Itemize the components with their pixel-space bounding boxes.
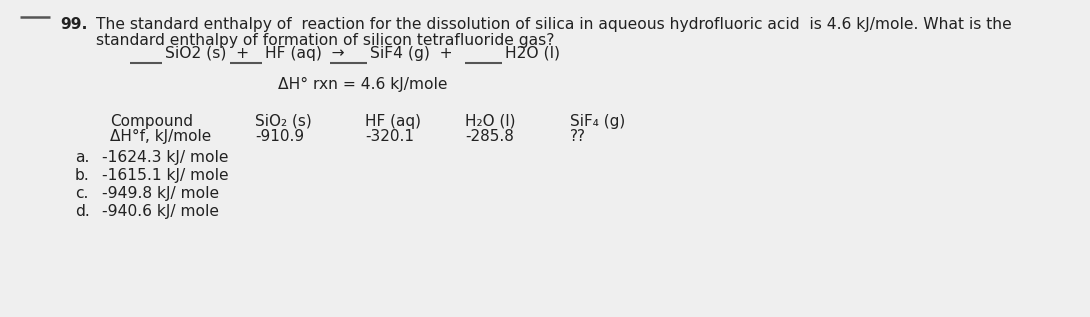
Text: b.: b. bbox=[75, 168, 89, 183]
Text: a.: a. bbox=[75, 150, 89, 165]
Text: SiO₂ (s): SiO₂ (s) bbox=[255, 114, 312, 129]
Text: ΔH° rxn = 4.6 kJ/mole: ΔH° rxn = 4.6 kJ/mole bbox=[278, 77, 448, 92]
Text: -940.6 kJ/ mole: -940.6 kJ/ mole bbox=[102, 204, 219, 219]
Text: H2O (l): H2O (l) bbox=[505, 46, 560, 61]
Text: ΔH°f, kJ/mole: ΔH°f, kJ/mole bbox=[110, 129, 211, 144]
Text: -949.8 kJ/ mole: -949.8 kJ/ mole bbox=[102, 186, 219, 201]
Text: d.: d. bbox=[75, 204, 89, 219]
Text: -320.1: -320.1 bbox=[365, 129, 414, 144]
Text: ??: ?? bbox=[570, 129, 586, 144]
Text: -1615.1 kJ/ mole: -1615.1 kJ/ mole bbox=[102, 168, 229, 183]
Text: -285.8: -285.8 bbox=[465, 129, 513, 144]
Text: Compound: Compound bbox=[110, 114, 193, 129]
Text: SiF4 (g)  +: SiF4 (g) + bbox=[370, 46, 452, 61]
Text: -1624.3 kJ/ mole: -1624.3 kJ/ mole bbox=[102, 150, 229, 165]
Text: SiO2 (s)  +: SiO2 (s) + bbox=[165, 46, 250, 61]
Text: The standard enthalpy of  reaction for the dissolution of silica in aqueous hydr: The standard enthalpy of reaction for th… bbox=[96, 17, 1012, 32]
Text: standard enthalpy of formation of silicon tetrafluoride gas?: standard enthalpy of formation of silico… bbox=[96, 33, 555, 48]
Text: HF (aq): HF (aq) bbox=[365, 114, 421, 129]
Text: HF (aq)  →: HF (aq) → bbox=[265, 46, 344, 61]
Text: -910.9: -910.9 bbox=[255, 129, 304, 144]
Text: SiF₄ (g): SiF₄ (g) bbox=[570, 114, 626, 129]
Text: 99.: 99. bbox=[60, 17, 87, 32]
Text: H₂O (l): H₂O (l) bbox=[465, 114, 516, 129]
Text: c.: c. bbox=[75, 186, 88, 201]
